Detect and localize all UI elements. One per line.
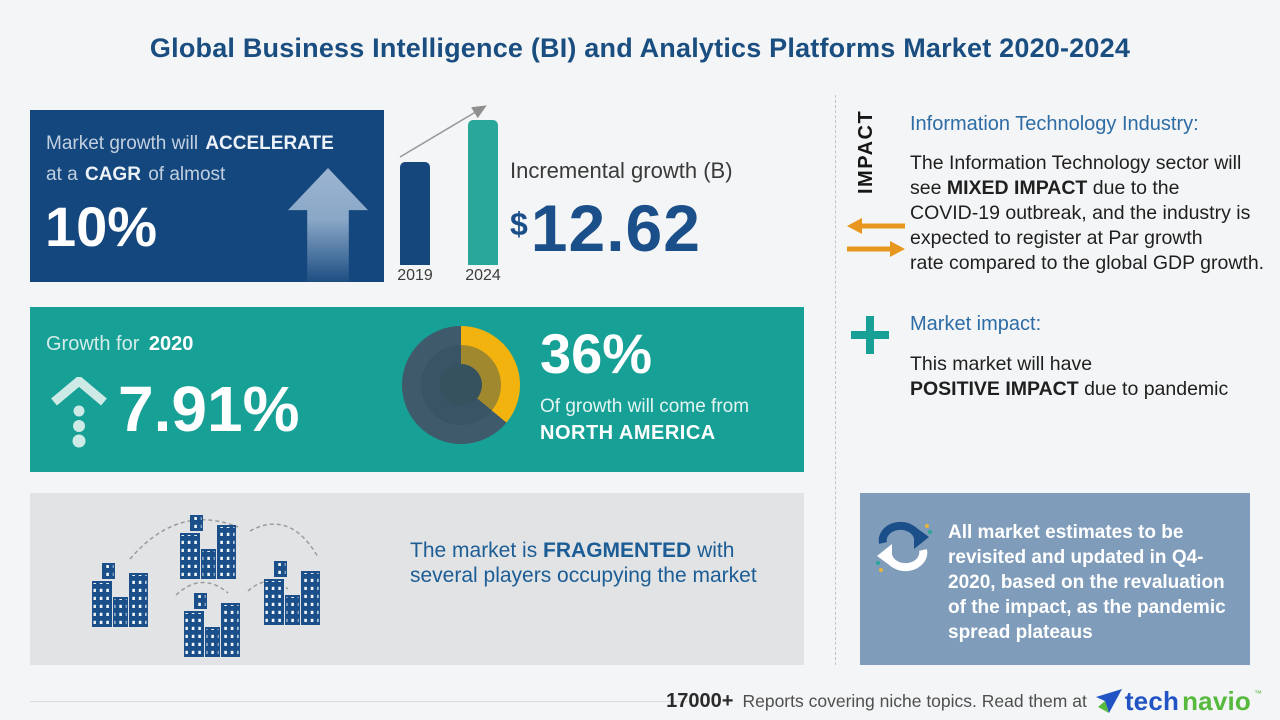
note-line-3: 2020, based on the revaluation — [948, 572, 1225, 593]
cagr-value: 10% — [45, 195, 158, 258]
growth-for-text: Growth for — [46, 333, 145, 355]
positive-impact-text: POSITIVE IMPACT — [910, 378, 1079, 400]
it-line-2: see MIXED IMPACT due to the — [910, 176, 1264, 201]
bar-2024 — [468, 120, 498, 265]
donut-chart — [402, 326, 520, 444]
it-industry-heading: Information Technology Industry: — [910, 113, 1199, 135]
technavio-logo[interactable]: tech navio ™ — [1095, 686, 1262, 716]
it-line-5: rate compared to the global GDP growth. — [910, 252, 1265, 274]
note-line-5: spread plateaus — [948, 622, 1093, 643]
it-line-4: expected to register at Par growth — [910, 227, 1203, 249]
bar-label-2019: 2019 — [397, 267, 433, 284]
it-line-1: The Information Technology sector will — [910, 152, 1242, 174]
footer-tagline: Reports covering niche topics. Read them… — [742, 690, 1087, 711]
logo-text-navio: navio — [1182, 686, 1251, 716]
footer: 17000+ Reports covering niche topics. Re… — [666, 685, 1262, 717]
it-industry-paragraph: The Information Technology sector will s… — [910, 151, 1264, 276]
cagr-line-1-text: Market growth will — [46, 133, 204, 154]
fragmented-text: The market is FRAGMENTED with several pl… — [410, 538, 780, 588]
bar-label-2024: 2024 — [465, 267, 501, 284]
mi-line-1: This market will have — [910, 353, 1093, 375]
logo-text-tech: tech — [1124, 686, 1180, 716]
page-title: Global Business Intelligence (BI) and An… — [149, 33, 1131, 63]
incremental-growth-label: Incremental growth (B) — [510, 158, 733, 183]
logo-trademark: ™ — [1254, 689, 1262, 698]
incremental-amount: 12.62 — [530, 191, 701, 265]
share-region: NORTH AMERICA — [540, 422, 716, 444]
growth-2020-value: 7.91% — [118, 373, 300, 445]
currency-symbol: $ — [510, 205, 528, 242]
fragmented-keyword: FRAGMENTED — [543, 539, 692, 562]
note-line-4: of the impact, as the pandemic — [948, 597, 1226, 618]
cagr-line-1: Market growth will ACCELERATE — [46, 110, 384, 155]
note-line-1: All market estimates to be — [948, 522, 1184, 543]
growth-for-label: Growth for 2020 — [46, 333, 193, 356]
it-line-2-pre: see — [910, 177, 947, 199]
technavio-logo-icon — [1095, 689, 1122, 713]
estimates-note-box: All market estimates to be revisited and… — [860, 493, 1250, 665]
market-impact-paragraph: This market will have POSITIVE IMPACT du… — [910, 352, 1228, 402]
growth-2020-box: Growth for 2020 7.91% 36% Of growth will… — [30, 307, 804, 472]
reports-count: 17000+ — [666, 689, 734, 712]
vertical-dashed-divider — [835, 95, 836, 665]
fragmented-market-box: The market is FRAGMENTED with several pl… — [30, 493, 804, 665]
market-impact-heading: Market impact: — [910, 313, 1042, 335]
cagr-accelerate-text: ACCELERATE — [205, 133, 334, 154]
it-line-2-post: due to the — [1087, 177, 1180, 199]
cagr-line-2-pre: at a — [46, 164, 83, 185]
note-text: All market estimates to be revisited and… — [948, 520, 1238, 645]
share-caption: Of growth will come from — [540, 396, 750, 417]
north-america-share-value: 36% — [540, 322, 653, 385]
rise-indicator-icon — [51, 377, 107, 448]
bar-2019 — [400, 162, 430, 265]
mixed-impact-text: MIXED IMPACT — [946, 177, 1088, 199]
incremental-growth-value: $ 12.62 — [510, 192, 701, 264]
mi-line-2: POSITIVE IMPACT due to pandemic — [910, 377, 1228, 402]
plus-icon — [851, 316, 889, 354]
trend-arrow-icon — [399, 105, 487, 158]
cagr-line-2-post: of almost — [142, 164, 226, 185]
cagr-acronym-text: CAGR — [84, 164, 141, 185]
growth-year: 2020 — [148, 333, 194, 355]
note-line-2: revisited and updated in Q4- — [948, 547, 1204, 568]
fragmented-rest: with several players occupying the marke… — [410, 539, 757, 587]
mi-line-2-post: due to pandemic — [1078, 378, 1229, 400]
exchange-arrows-icon — [847, 218, 905, 257]
refresh-icon — [876, 521, 932, 572]
buildings-illustration — [92, 515, 320, 657]
fragmented-pre: The market is — [410, 539, 544, 562]
footer-divider — [30, 701, 692, 702]
cagr-line-2: at a CAGR of almost — [46, 164, 384, 186]
cagr-box: Market growth will ACCELERATE at a CAGR … — [30, 110, 384, 282]
it-line-3: COVID-19 outbreak, and the industry is — [910, 202, 1251, 224]
donut-hole — [440, 364, 482, 406]
impact-vertical-label: IMPACT — [855, 109, 877, 194]
